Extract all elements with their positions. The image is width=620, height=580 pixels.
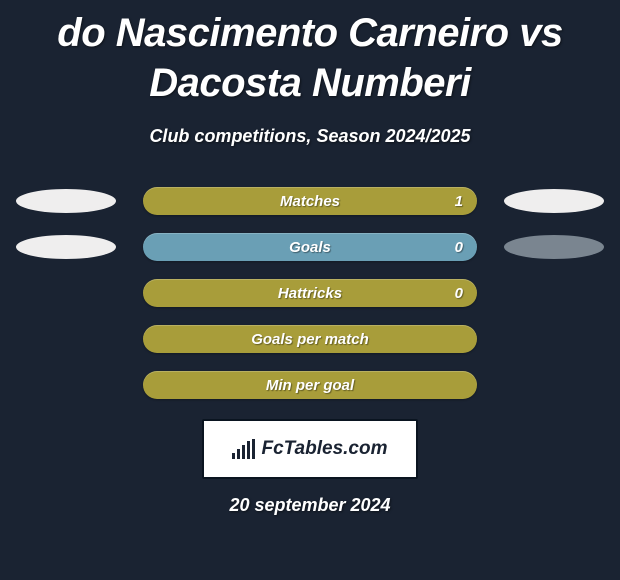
left-pill [16, 189, 116, 213]
stat-row: Goals per match [10, 325, 610, 353]
date-label: 20 september 2024 [0, 495, 620, 516]
right-pill [504, 235, 604, 259]
bar-chart-icon [232, 439, 255, 459]
stat-row: Hattricks 0 [10, 279, 610, 307]
stat-value: 0 [455, 285, 463, 302]
stat-bar: Hattricks 0 [143, 279, 477, 307]
stat-bar: Goals 0 [143, 233, 477, 261]
page-title: do Nascimento Carneiro vs Dacosta Number… [0, 8, 620, 108]
stat-bar: Min per goal [143, 371, 477, 399]
left-pill [16, 235, 116, 259]
right-pill [504, 189, 604, 213]
stat-row: Matches 1 [10, 187, 610, 215]
stat-bar: Goals per match [143, 325, 477, 353]
stat-value: 1 [455, 193, 463, 210]
stat-row: Goals 0 [10, 233, 610, 261]
stat-value: 0 [455, 239, 463, 256]
stat-label: Matches [280, 193, 340, 210]
stats-comparison: do Nascimento Carneiro vs Dacosta Number… [0, 0, 620, 516]
subtitle: Club competitions, Season 2024/2025 [0, 126, 620, 147]
stat-row: Min per goal [10, 371, 610, 399]
stat-label: Goals [289, 239, 331, 256]
logo-box[interactable]: FcTables.com [202, 419, 418, 479]
stat-label: Goals per match [251, 331, 369, 348]
stat-rows: Matches 1 Goals 0 Hattricks 0 Goals per match M… [0, 187, 620, 399]
stat-label: Min per goal [266, 377, 354, 394]
stat-label: Hattricks [278, 285, 342, 302]
stat-bar: Matches 1 [143, 187, 477, 215]
logo-text: FcTables.com [261, 438, 387, 460]
